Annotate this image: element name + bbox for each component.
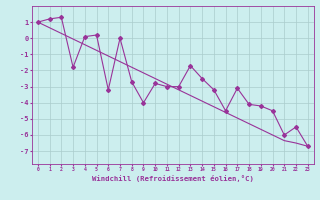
X-axis label: Windchill (Refroidissement éolien,°C): Windchill (Refroidissement éolien,°C) (92, 175, 254, 182)
